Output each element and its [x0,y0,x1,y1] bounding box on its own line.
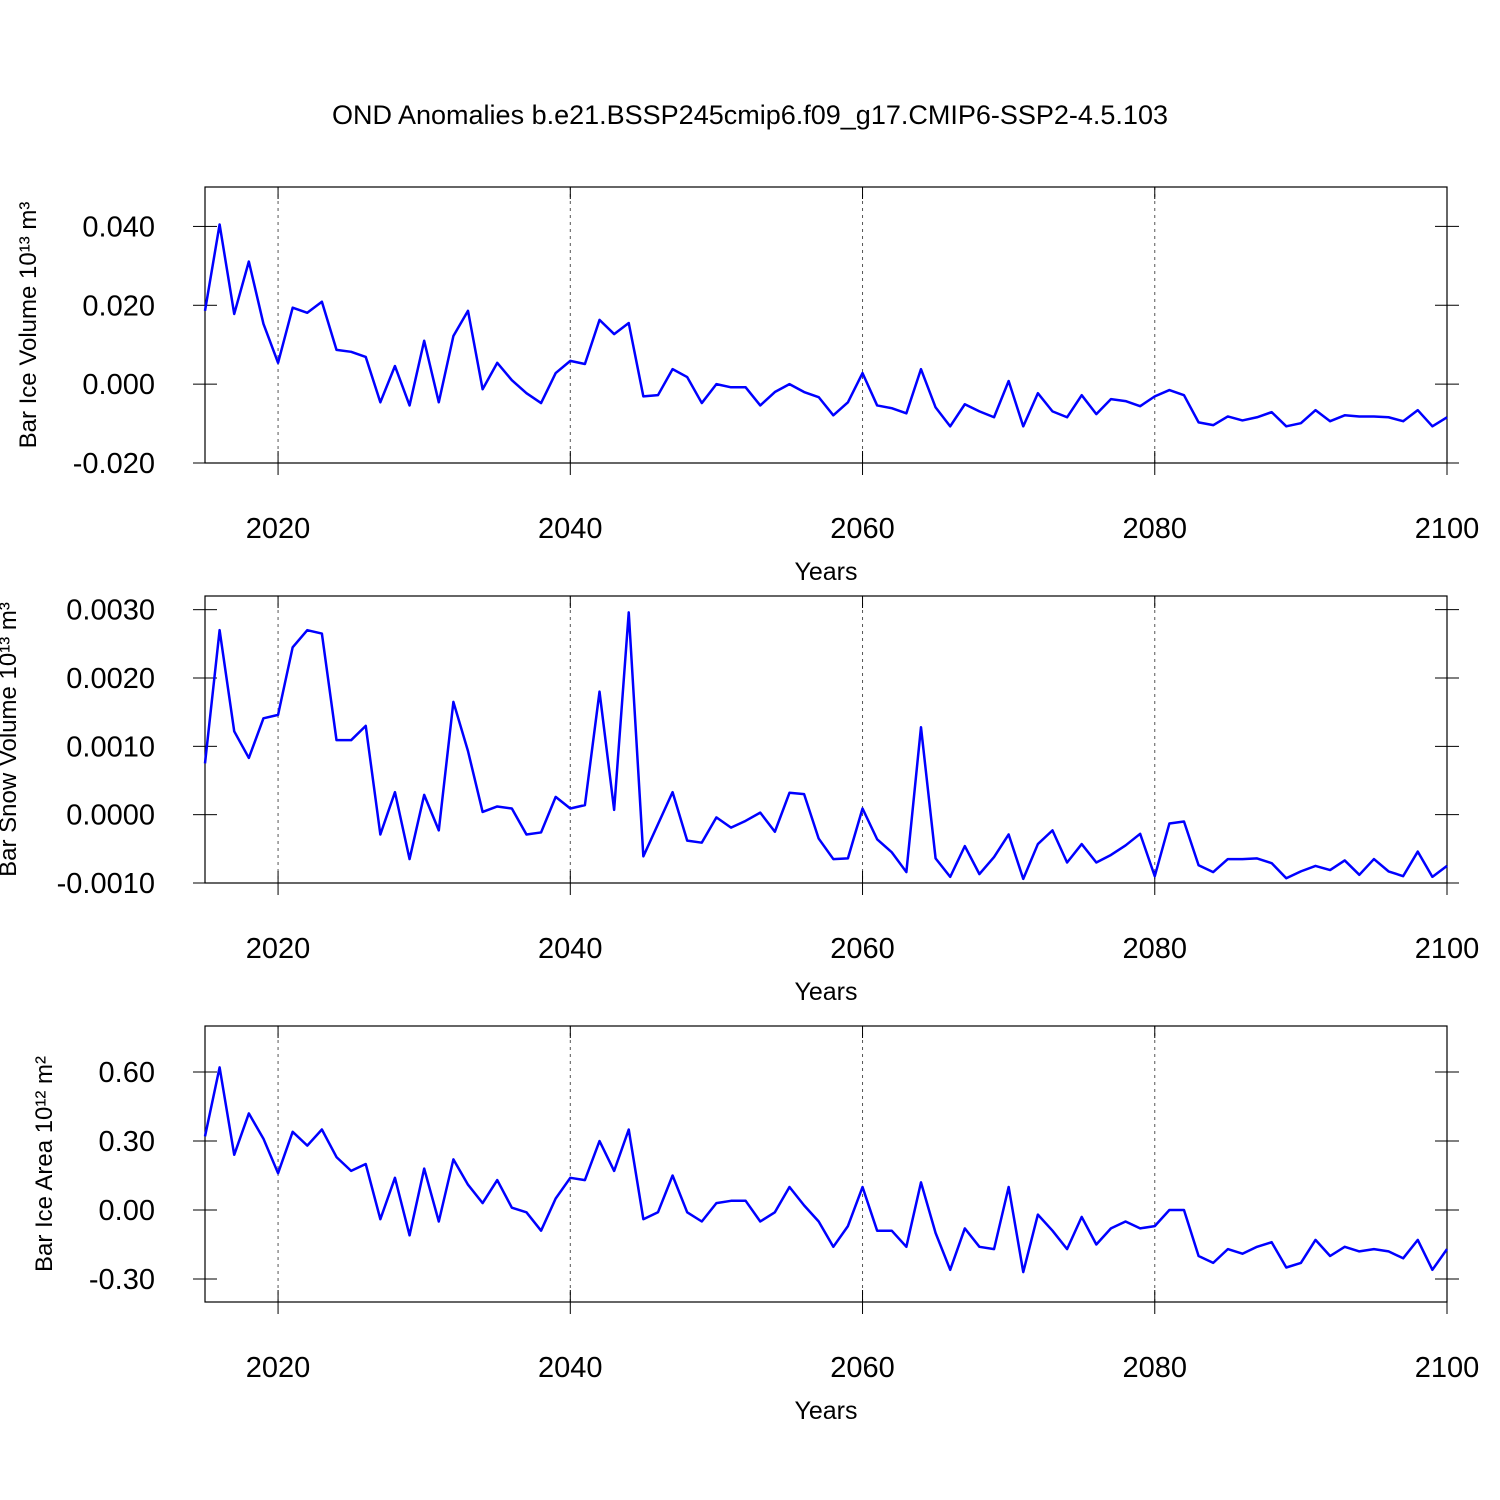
y-tick-label: -0.0010 [57,868,155,900]
figure-title: OND Anomalies b.e21.BSSP245cmip6.f09_g17… [332,100,1168,130]
x-tick-label: 2040 [538,1352,603,1384]
x-tick-label: 2020 [246,513,311,545]
y-tick-label: 0.000 [82,369,155,401]
y-axis-label: Bar Snow Volume 10¹³ m³ [0,602,22,877]
x-tick-label: 2060 [830,513,895,545]
y-tick-label: 0.040 [82,211,155,243]
y-tick-label: 0.30 [99,1126,155,1158]
x-axis-label: Years [794,978,857,1006]
x-tick-label: 2080 [1123,513,1188,545]
x-tick-label: 2040 [538,513,603,545]
x-tick-label: 2020 [246,933,311,965]
y-tick-label: 0.020 [82,290,155,322]
data-line [203,223,1448,428]
y-axis-label: Bar Ice Area 10¹² m² [31,1056,58,1272]
y-tick-label: 0.0000 [66,800,155,832]
x-tick-label: 2100 [1415,1352,1480,1384]
plot-frame [204,595,1448,884]
x-axis-label: Years [794,558,857,586]
x-tick-label: 2080 [1123,1352,1188,1384]
y-tick-label: -0.30 [89,1264,155,1296]
x-tick-label: 2060 [830,1352,895,1384]
x-tick-label: 2100 [1415,933,1480,965]
x-tick-label: 2060 [830,933,895,965]
y-tick-label: 0.00 [99,1195,155,1227]
y-tick-label: 0.60 [99,1057,155,1089]
plot-frame [204,1025,1448,1303]
plot-frame [204,186,1448,464]
panel: 2020 2040 2060 2080 2100 -0.020 0.000 0.020 0.04… [15,186,1480,586]
y-axis-label: Bar Ice Volume 10¹³ m³ [15,202,42,449]
x-tick-label: 2080 [1123,933,1188,965]
x-tick-label: 2100 [1415,513,1480,545]
panel: 2020 2040 2060 2080 2100 -0.0010 0.0000 0.0010 0… [0,595,1479,1006]
data-line [203,1066,1449,1274]
x-tick-label: 2040 [538,933,603,965]
panel: 2020 2040 2060 2080 2100 -0.30 0.00 0.30 0.60 Yea… [31,1025,1480,1425]
y-tick-label: 0.0030 [66,595,155,627]
y-tick-label: 0.0020 [66,663,155,695]
y-tick-label: -0.020 [73,448,155,480]
y-tick-label: 0.0010 [66,731,155,763]
x-axis-label: Years [794,1397,857,1425]
data-line [203,611,1448,881]
x-tick-label: 2020 [246,1352,311,1384]
